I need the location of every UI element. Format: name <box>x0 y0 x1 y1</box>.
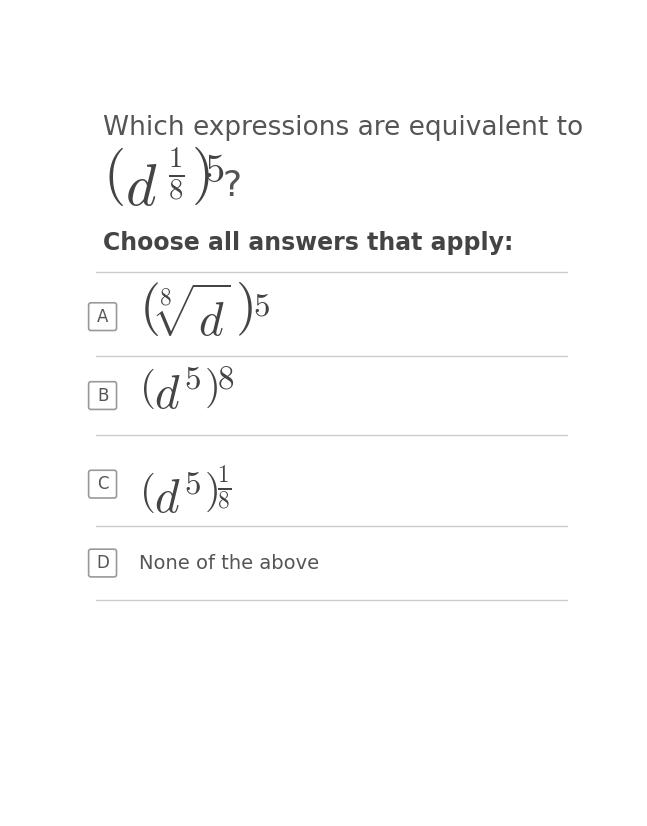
Text: $\mathsf{?}$: $\mathsf{?}$ <box>222 169 241 203</box>
Text: Which expressions are equivalent to: Which expressions are equivalent to <box>103 116 583 141</box>
Text: D: D <box>96 554 109 572</box>
FancyBboxPatch shape <box>89 549 116 577</box>
Text: $\left(d^5\right)^{\!\frac{1}{8}}$: $\left(d^5\right)^{\!\frac{1}{8}}$ <box>139 468 231 523</box>
Text: A: A <box>97 307 108 325</box>
Text: $\left(d^5\right)^{\!8}$: $\left(d^5\right)^{\!8}$ <box>139 373 235 419</box>
FancyBboxPatch shape <box>89 303 116 330</box>
FancyBboxPatch shape <box>89 382 116 410</box>
Text: $\left(d^{\,\frac{1}{8}}\right)^{\!\!5}$: $\left(d^{\,\frac{1}{8}}\right)^{\!\!5}$ <box>103 154 224 216</box>
FancyBboxPatch shape <box>89 470 116 498</box>
Text: C: C <box>97 475 108 493</box>
Text: B: B <box>97 387 108 405</box>
Text: $\left(\sqrt[8]{d}\,\right)^{\!5}$: $\left(\sqrt[8]{d}\,\right)^{\!5}$ <box>139 287 270 346</box>
Text: Choose all answers that apply:: Choose all answers that apply: <box>103 230 513 254</box>
Text: None of the above: None of the above <box>139 553 319 572</box>
